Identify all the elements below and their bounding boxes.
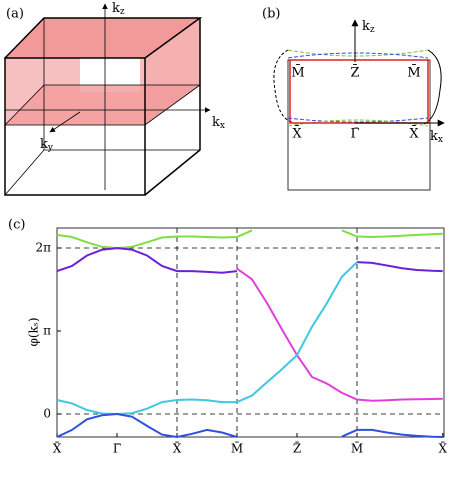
axis-label-sub: x	[438, 135, 443, 145]
axis-label-main: k	[40, 137, 48, 152]
panel-label: (c)	[8, 218, 25, 233]
axis-label: kz	[362, 19, 375, 35]
axis-label-main: k	[112, 1, 120, 16]
band-line	[56, 412, 443, 439]
x-tick-label: Z̄	[293, 440, 301, 455]
band-line	[56, 261, 358, 416]
point-label: Z̄	[350, 64, 359, 80]
x-tick-label: X̄	[173, 440, 182, 455]
point-label: M̄	[291, 64, 304, 80]
axis-label-main: k	[212, 115, 220, 130]
axis-label: kx	[430, 129, 443, 145]
point-label: M̄	[407, 64, 420, 80]
band-line	[236, 267, 443, 402]
x-tick-label: X̄	[53, 440, 62, 455]
axis-label: ky	[40, 137, 54, 153]
panel-label: (b)	[262, 7, 280, 22]
panel-label: (a)	[6, 7, 24, 22]
point-label: X̄	[292, 125, 302, 141]
axis-label: kx	[212, 115, 225, 131]
band-line	[56, 247, 443, 274]
x-tick-label: X̄	[439, 440, 448, 455]
point-label: Γ̄	[350, 127, 359, 142]
x-tick-label: M̄	[351, 440, 363, 455]
axis-label: kz	[112, 1, 125, 17]
panel-a: (a) kz kx ky	[4, 1, 225, 196]
point-label: X̄	[409, 125, 419, 141]
panel-b: (b) kz kx M̄ Z̄ M̄ X̄ Γ̄ X̄	[262, 7, 445, 191]
axis-label-main: k	[362, 19, 370, 34]
axis-label-sub: y	[47, 143, 54, 153]
y-axis-label: φ(kₛ)	[27, 317, 41, 346]
band-line	[56, 229, 443, 250]
y-tick-label: 0	[43, 407, 51, 421]
x-tick-label: M̄	[231, 440, 243, 455]
y-tick-label: 2π	[35, 240, 51, 254]
x-tick-label: Γ̄	[113, 442, 121, 456]
axis-label-sub: x	[220, 121, 225, 131]
axis-label-sub: z	[120, 7, 125, 17]
plot-frame	[56, 227, 445, 438]
axis-label-main: k	[430, 129, 438, 144]
y-tick-label: π	[43, 324, 51, 338]
axis-label-sub: z	[370, 25, 375, 35]
